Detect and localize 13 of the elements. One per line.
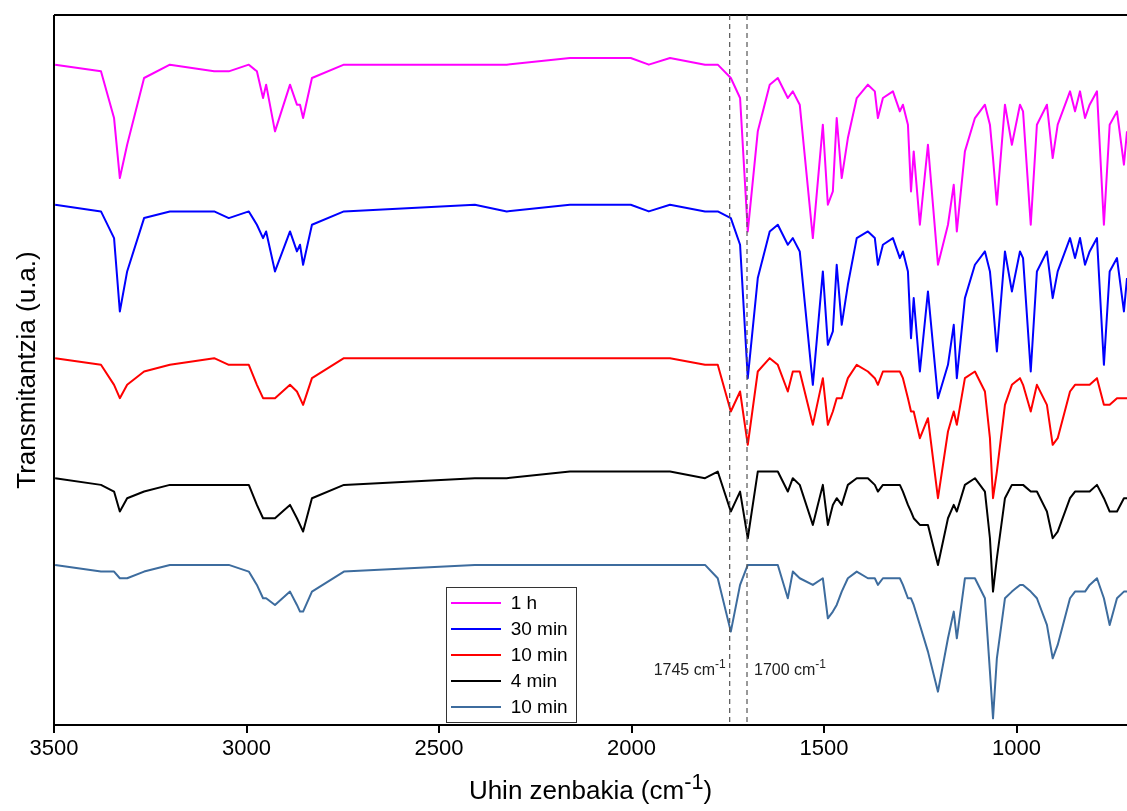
x-tick-label: 1000: [992, 735, 1041, 761]
y-axis-title: Transmitantzia (u.a.): [11, 251, 41, 489]
x-tick-label: 3000: [222, 735, 271, 761]
legend-label: 30 min: [510, 618, 568, 640]
legend-label: 4 min: [510, 670, 558, 692]
legend-label: 1 h: [510, 592, 538, 614]
legend-label: 10 min: [510, 696, 568, 718]
x-tick-label: 3500: [29, 735, 79, 761]
legend-label: 10 min: [510, 644, 568, 666]
x-tick-label: 1500: [799, 735, 849, 761]
x-tick-label: 2500: [414, 735, 464, 761]
x-axis-title: Uhin zenbakia (cm$^{-1}$): [467, 769, 714, 806]
x-tick-label: 2000: [607, 735, 656, 761]
